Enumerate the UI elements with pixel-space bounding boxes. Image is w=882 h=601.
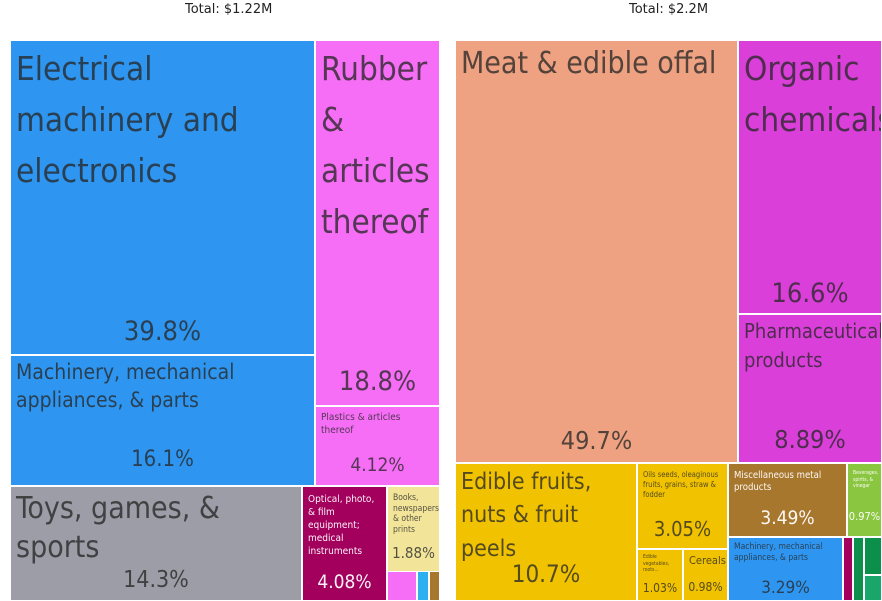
tile-label: Toys, games, & sports [16,491,220,565]
treemap-tile-pharmaceutical-products: Pharmaceutical products 8.89% [738,314,882,463]
treemap-tile-optical-photo-film-equipment-medical-instruments: Optical, photo, & film equipment; medica… [302,486,387,601]
treemap-tile-minor [387,571,417,601]
treemap-tile-oils-seeds-oleaginous-fruits-grains-straw-fodder: Oils seeds, oleaginous fruits, grains, s… [637,463,728,549]
tile-label: Pharmaceutical products [744,319,882,372]
treemap-tile-minor [843,537,853,601]
tile-percent: 3.05% [653,517,712,541]
tile-percent: 8.89% [774,425,846,454]
tile-label: Organic chemicals [744,49,882,140]
treemap-tile-organic-chemicals: Organic chemicals 16.6% [738,40,882,314]
treemap-tile-toys-games-sports: Toys, games, & sports 14.3% [10,486,302,601]
treemap-tile-minor [417,571,429,601]
tile-percent: 4.08% [317,571,372,593]
tile-percent: 14.3% [123,567,189,593]
treemap-tile-minor [429,571,440,601]
tile-label: Optical, photo, & film equipment; medica… [308,494,375,557]
tile-percent: 0.98% [688,580,723,594]
treemap-tile-edible-fruits-nuts-fruit-peels: Edible fruits, nuts & fruit peels 10.7% [455,463,637,601]
tile-label: Machinery, mechanical appliances, & part… [16,360,235,413]
tile-percent: 1.03% [642,581,678,595]
tile-label: Edible vegetables, roots... [643,554,670,573]
tile-label: Electrical machinery and electronics [16,49,239,191]
treemap-tile-cereals: Cereals 0.98% [683,549,728,601]
treemap-tile-miscellaneous-metal-products: Miscellaneous metal products 3.49% [728,463,847,537]
tile-label: Rubber & articles thereof [321,49,430,242]
treemap-right: Meat & edible offal 49.7% Organic chemical… [455,40,882,601]
tile-percent: 18.8% [338,366,417,397]
treemap-tile-beverages-spirits-vinegar: Beverages, spirits, & vinegar 0.97% [847,463,882,537]
tile-percent: 4.12% [350,454,405,476]
tile-percent: 10.7% [511,560,581,588]
treemap-tile-machinery-mechanical-appliances-parts: Machinery, mechanical appliances, & part… [10,355,315,486]
tile-percent: 3.29% [761,578,810,598]
treemap-tile-edible-vegetables-roots: Edible vegetables, roots... 1.03% [637,549,683,601]
tile-label: Beverages, spirits, & vinegar [853,470,879,489]
tile-percent: 16.6% [771,278,849,309]
treemap-tile-plastics-articles-thereof: Plastics & articles thereof 4.12% [315,406,440,486]
treemap-tile-electrical-machinery-and-electronics: Electrical machinery and electronics 39.8… [10,40,315,355]
treemap-tile-minor [853,537,864,601]
tile-label: Books, newspapers, & other prints [393,493,440,535]
tile-label: Cereals [689,554,726,567]
tile-label: Oils seeds, oleaginous fruits, grains, s… [643,470,719,499]
tile-percent: 49.7% [560,426,633,455]
treemap-tile-minor [864,537,882,575]
tile-percent: 16.1% [131,447,194,472]
tile-percent: 1.88% [392,544,435,562]
chart-title-right: Total: $2.2M [629,2,709,17]
treemap-tile-meat-edible-offal: Meat & edible offal 49.7% [455,40,738,463]
tile-percent: 3.49% [760,507,815,529]
treemap-left: Electrical machinery and electronics 39.8… [10,40,440,601]
tile-percent: 0.97% [848,510,881,523]
tile-percent: 39.8% [123,316,202,347]
tile-label: Miscellaneous metal products [734,470,822,493]
treemap-tile-minor [864,575,882,601]
tile-label: Edible fruits, nuts & fruit peels [461,469,592,562]
tile-label: Meat & edible offal [461,46,717,81]
treemap-tile-rubber-articles-thereof: Rubber & articles thereof 18.8% [315,40,440,406]
tile-label: Plastics & articles thereof [321,412,401,436]
tile-label: Machinery, mechanical appliances, & part… [734,542,823,564]
treemap-tile-machinery-mechanical-appliances-parts: Machinery, mechanical appliances, & part… [728,537,843,601]
chart-title-left: Total: $1.22M [185,2,273,17]
